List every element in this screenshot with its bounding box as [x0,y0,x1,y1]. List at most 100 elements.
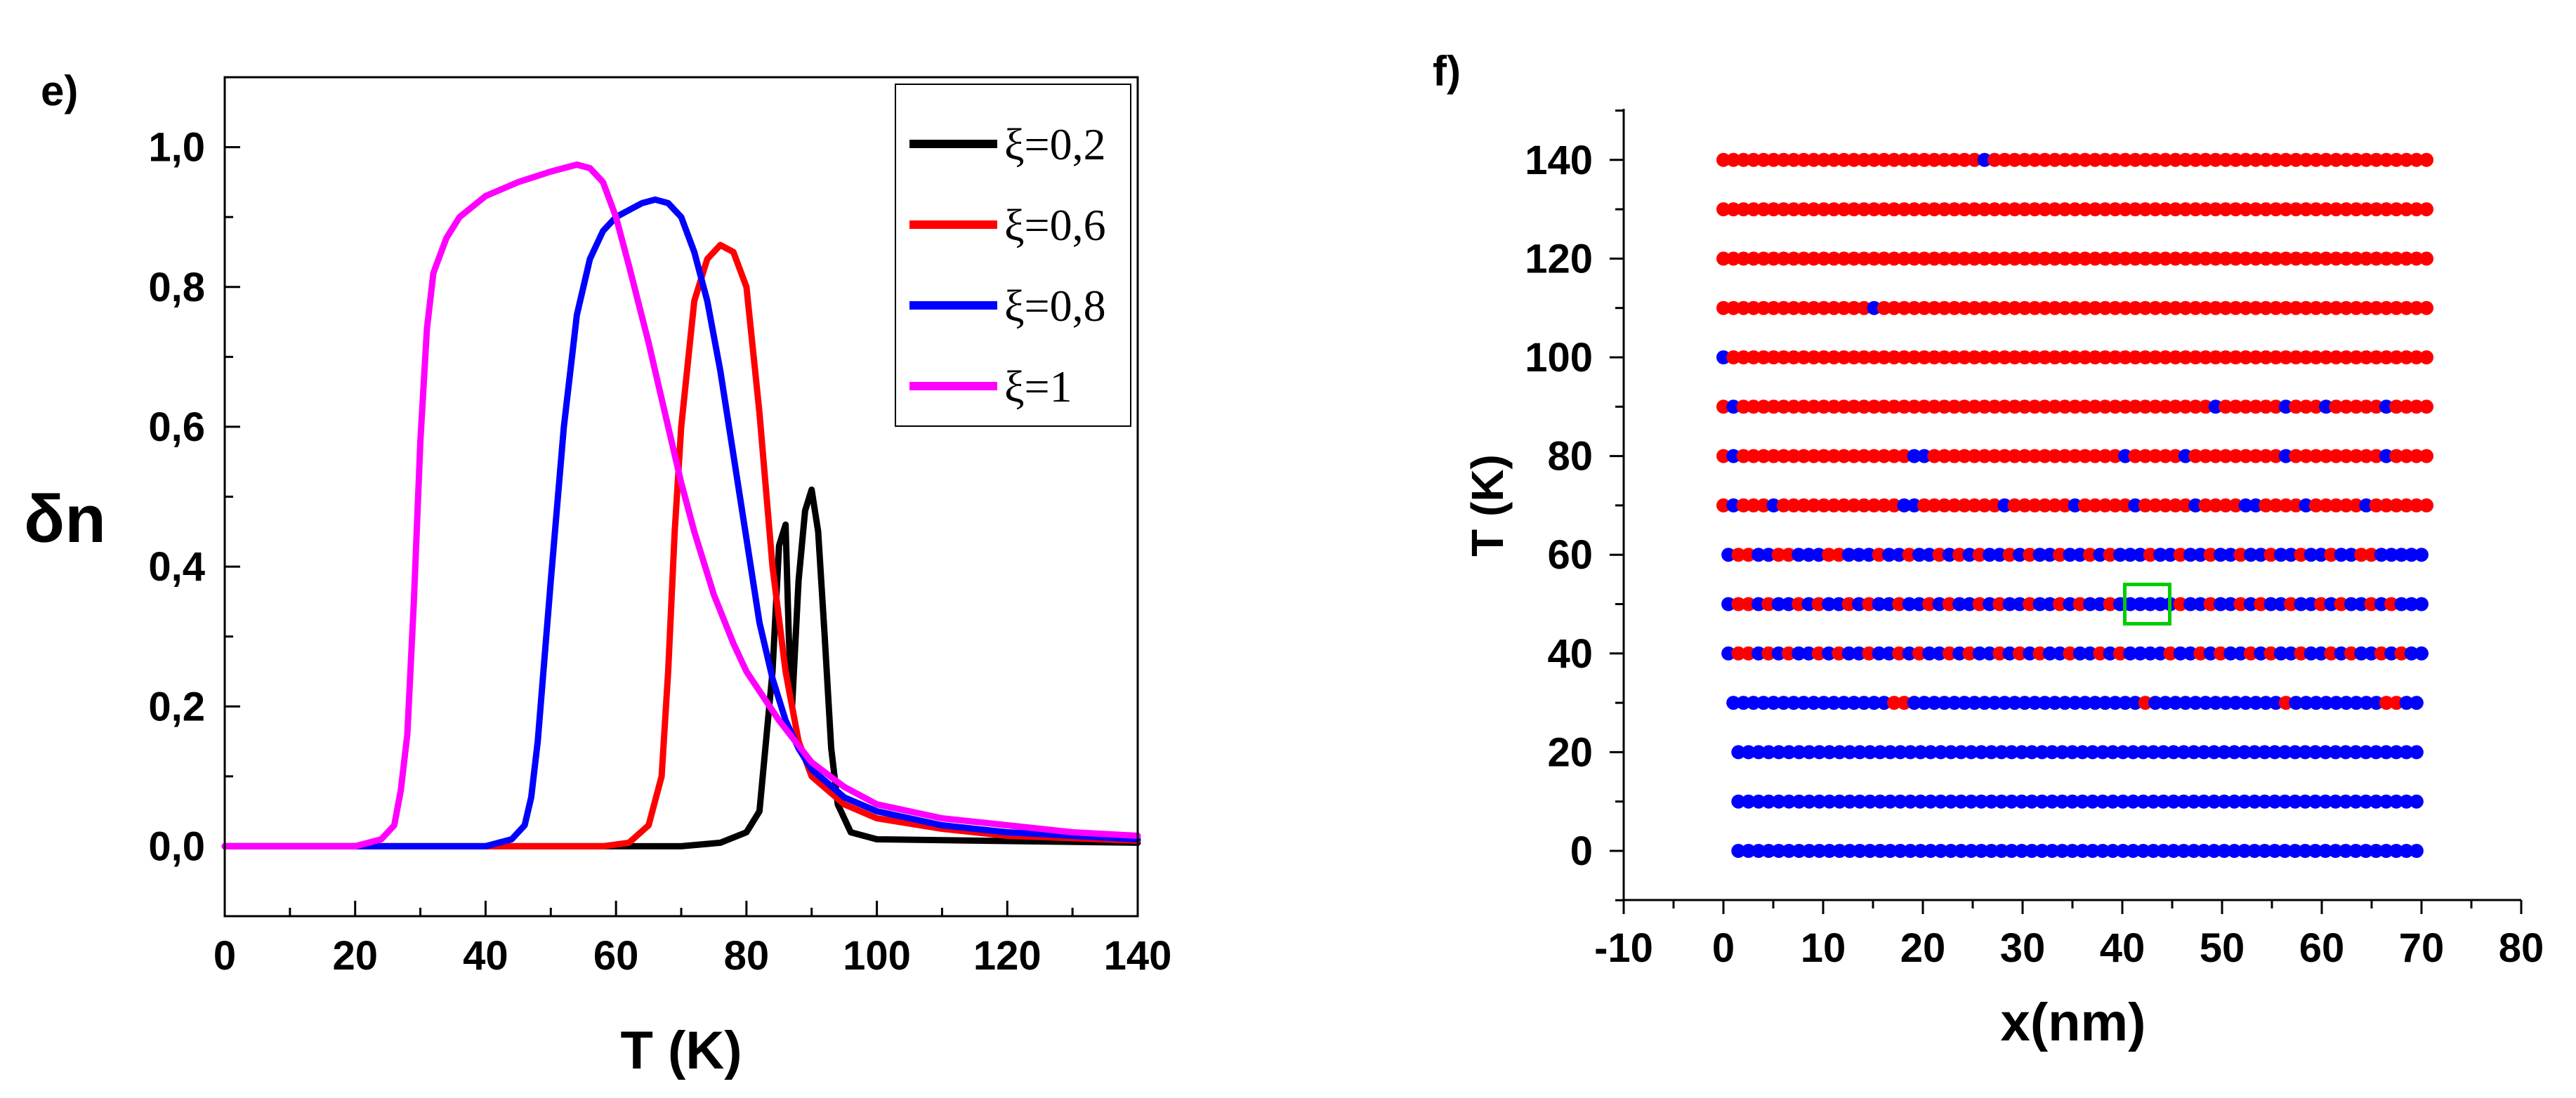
panel-f-dot [1927,300,1942,315]
panel-f-dot [2308,794,2322,809]
panel-f-dot [2072,548,2087,562]
panel-f-dot [2158,251,2173,266]
panel-f-dot [2088,449,2103,463]
panel-f-dot [2098,300,2112,315]
panel-f-dot [2404,597,2419,611]
panel-f-dot [2176,844,2191,858]
panel-f-highlight [2123,583,2171,626]
panel-f-dot [2319,449,2334,463]
panel-f-dot [1913,794,1928,809]
panel-f-dot [2304,646,2318,661]
panel-f-dot [2419,498,2434,512]
panel-f-dot [1944,844,1958,858]
panel-f-dot [1887,399,1902,414]
panel-f-dot [2319,300,2334,315]
panel-f-dot [2329,350,2344,364]
panel-f-dot [1987,202,2002,217]
panel-f-dot [1806,350,1821,364]
panel-f-dot [1817,251,1831,266]
panel-f-dot [2198,152,2213,167]
panel-f-dot [2249,152,2263,167]
panel-f-dot [2136,794,2150,809]
panel-f-dot [1857,152,1872,167]
panel-f-dot [1995,745,2009,760]
panel-f-dot [2208,202,2223,217]
panel-f-dot [2409,350,2424,364]
panel-f-dot [1846,696,1861,710]
panel-f-dot [2198,251,2213,266]
panel-f-dot [2369,202,2384,217]
panel-f-dot [1877,350,1891,364]
panel-f-dot [1817,449,1831,463]
panel-f-dot [2228,300,2243,315]
panel-f-dot [2148,202,2162,217]
panel-f-dot [2058,399,2072,414]
panel-f-dot [2037,251,2052,266]
panel-f-dot [2096,794,2110,809]
panel-f-dot [1801,548,1816,562]
panel-f-dot [1995,844,2009,858]
panel-f-dot [2188,696,2203,710]
panel-f-dot [1726,202,1741,217]
panel-e-legend-label: ξ=1 [1004,362,1072,411]
panel-f-dot [1957,202,1972,217]
panel-f-dot [1873,844,1888,858]
panel-f-dot [2186,844,2201,858]
panel-f-dot [2369,745,2384,760]
panel-f-dot [1922,548,1937,562]
panel-f-dot [1927,202,1942,217]
panel-f-dot [1942,597,1957,611]
panel-f-dot [1822,745,1836,760]
panel-f-dot [1731,844,1746,858]
panel-f-dot [1907,350,1921,364]
panel-f-dot [1726,152,1741,167]
panel-f-dot [1827,300,1841,315]
panel-f-dot [2093,646,2108,661]
panel-f-dot [2068,300,2082,315]
panel-f-dot [1782,844,1796,858]
panel-f-dot [2399,350,2414,364]
panel-f-dot [2379,300,2393,315]
panel-f-y-tick-label: 20 [1547,729,1593,775]
panel-f-dot [2399,696,2414,710]
panel-f-dot [1761,597,1776,611]
panel-f-dot [2349,251,2363,266]
panel-f-dot [1726,251,1741,266]
panel-f-dot [2359,300,2374,315]
panel-f-dot [1846,300,1861,315]
panel-f-dot [2308,350,2323,364]
panel-f-dot [2399,251,2414,266]
panel-f-dot [2278,498,2293,512]
panel-f-dot [1806,399,1821,414]
panel-f-dot [2018,498,2032,512]
panel-f-dot [2148,251,2162,266]
panel-f-dot [2399,300,2414,315]
panel-f-dot [2299,251,2313,266]
panel-f-dot [1857,449,1872,463]
panel-f-dot [2158,449,2173,463]
panel-f-dot [2167,794,2181,809]
panel-f-dot [2364,548,2379,562]
panel-f-dot [2294,548,2308,562]
panel-f-dot [2389,300,2404,315]
panel-f-dot [1907,251,1921,266]
panel-f-dot [1997,498,2012,512]
panel-f-dot [1787,300,1801,315]
panel-e-x-tick-label: 60 [593,933,639,979]
panel-f-dot [2138,449,2153,463]
panel-f-dot [1937,202,1952,217]
panel-f-dot [1736,202,1751,217]
panel-f-dot [1987,696,2002,710]
panel-f-dot [2098,399,2112,414]
panel-f-dot [1857,498,1872,512]
panel-f-dot [1897,350,1912,364]
panel-f-dot [1897,696,1912,710]
panel-e-legend-label: ξ=0,2 [1004,119,1106,169]
panel-f-dot [1897,251,1912,266]
panel-f-x-tick-labels: -10 0 10 20 30 40 50 60 70 80 [1594,925,2544,971]
panel-f-dot [2289,498,2304,512]
panel-f-dot [2228,696,2243,710]
panel-f-dot [2208,696,2223,710]
panel-f-dot [1841,548,1856,562]
panel-f-dot [2012,548,2027,562]
